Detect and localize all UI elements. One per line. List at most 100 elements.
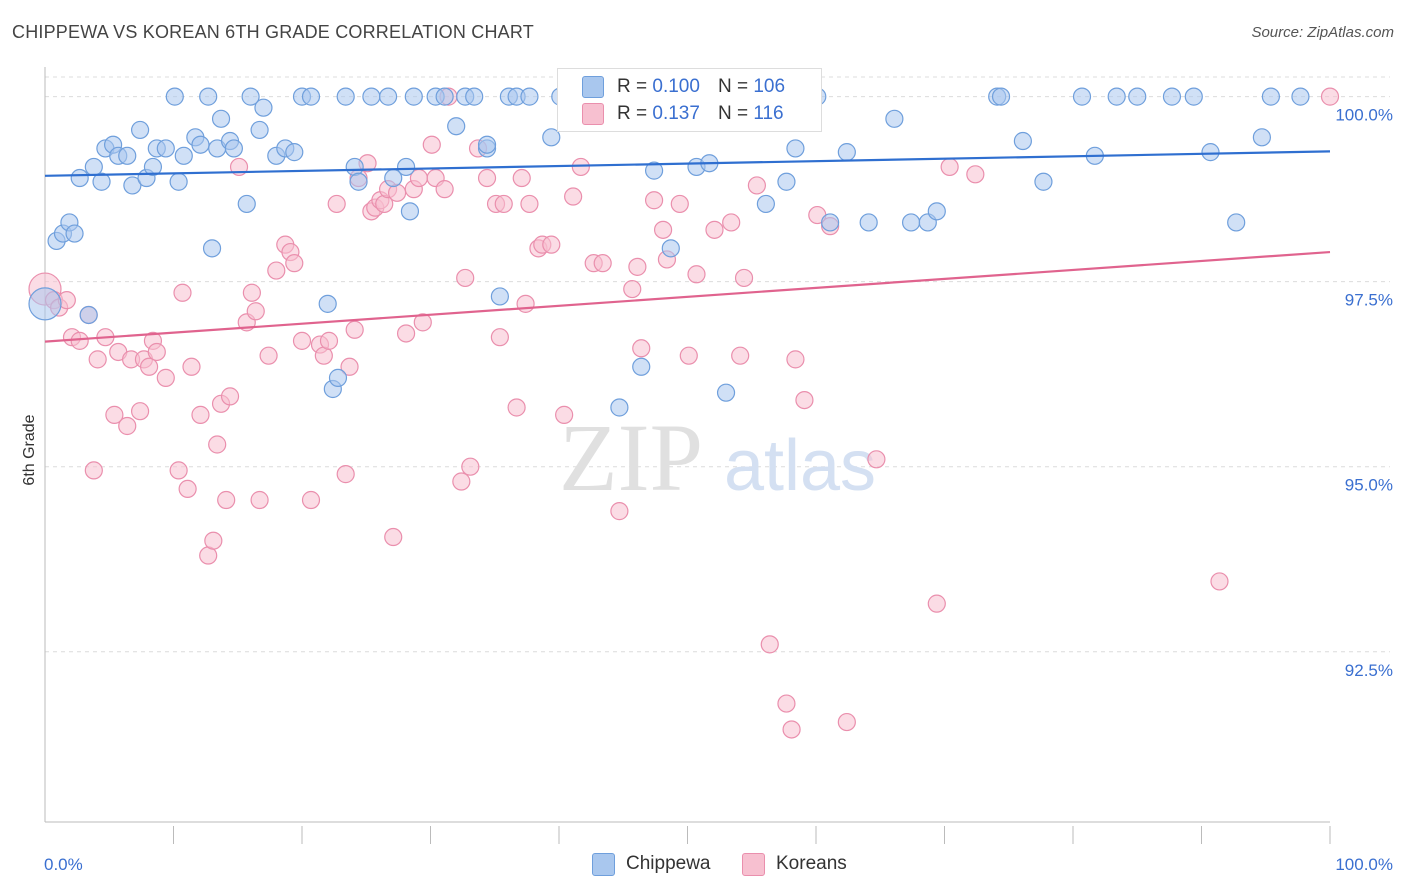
chippewa-point (191, 135, 210, 154)
chippewa-point (241, 87, 260, 106)
koreans-point (105, 405, 124, 424)
legend-r-label: R = (617, 103, 648, 124)
koreans-point (747, 176, 766, 195)
bottom-legend-chippewa[interactable]: Chippewa (592, 852, 711, 876)
chippewa-point (156, 139, 175, 158)
koreans-point (940, 157, 959, 177)
chippewa-point (447, 117, 466, 136)
legend-n-value: 106 (753, 76, 786, 97)
koreans-point (178, 479, 197, 499)
legend-r-label: R = (617, 76, 648, 97)
koreans-point (285, 254, 304, 273)
chippewa-swatch (582, 76, 604, 98)
legend: R = 0.100 N = 106 R = 0.137 N = 116 (557, 68, 822, 132)
koreans-point (687, 265, 706, 284)
chippewa-point (644, 161, 664, 180)
koreans-point (292, 331, 312, 350)
y-axis-label: 6th Grade (21, 414, 38, 486)
chippewa-point (1128, 87, 1147, 106)
koreans-point (555, 405, 574, 424)
koreans-point (512, 168, 531, 188)
bottom-legend-koreans[interactable]: Koreans (742, 852, 847, 876)
x-tick-label: 100.0% (1335, 855, 1393, 874)
koreans-point (494, 194, 513, 214)
trend-lines (44, 150, 1331, 343)
koreans-point (204, 531, 223, 550)
koreans-point (182, 357, 201, 376)
koreans-point (777, 694, 796, 713)
koreans-point (564, 187, 583, 206)
chippewa-point (859, 213, 878, 232)
chippewa-point (885, 109, 904, 128)
chippewa-point (199, 87, 218, 106)
koreans-point (653, 220, 673, 239)
koreans-trend-line (44, 250, 1331, 343)
chippewa-points (28, 87, 1310, 417)
watermark-zip: ZIP (559, 404, 703, 511)
koreans-point (966, 165, 985, 184)
koreans-point (722, 213, 741, 232)
chippewa-point (991, 87, 1011, 106)
chippewa-point (285, 143, 304, 162)
chippewa-point (254, 98, 273, 117)
chippewa-point (378, 87, 398, 106)
chippewa-point (250, 120, 269, 140)
koreans-point (705, 220, 724, 239)
chippewa-point (174, 146, 193, 165)
koreans-point (452, 472, 471, 491)
chippewa-point (328, 368, 348, 387)
koreans-point (1320, 87, 1340, 106)
koreans-point (169, 461, 188, 480)
chippewa-trend-line (44, 150, 1331, 177)
koreans-point (490, 328, 509, 347)
source-label: Source: ZipAtlas.com (1251, 24, 1394, 41)
chippewa-point (1252, 128, 1271, 147)
chippewa-point (65, 224, 84, 243)
legend-row-chippewa: R = 0.100 N = 106 (582, 74, 785, 100)
koreans-point (927, 594, 946, 613)
koreans-swatch (582, 103, 604, 125)
chippewa-point (490, 287, 509, 306)
chippewa-point (927, 202, 946, 221)
chippewa-point (123, 176, 142, 195)
koreans-swatch (742, 852, 765, 876)
koreans-points (28, 87, 1340, 739)
koreans-point (542, 235, 561, 254)
koreans-point (70, 331, 89, 350)
koreans-point (456, 268, 475, 288)
chippewa-point (661, 239, 680, 258)
koreans-point (571, 157, 590, 177)
chippewa-point (435, 87, 454, 106)
koreans-point (340, 357, 359, 376)
chippewa-point (165, 87, 184, 106)
chippewa-point (79, 305, 98, 325)
koreans-point (670, 194, 689, 214)
koreans-point (422, 135, 441, 154)
chippewa-point (1072, 87, 1092, 106)
koreans-point (413, 313, 432, 332)
y-tick-label: 95.0% (1345, 476, 1393, 495)
koreans-point (130, 402, 150, 421)
chippewa-point (92, 172, 111, 191)
legend-row-koreans: R = 0.137 N = 116 (582, 101, 784, 127)
chippewa-point (28, 287, 62, 321)
koreans-point (632, 339, 651, 358)
chippewa-point (301, 87, 321, 106)
koreans-point (610, 502, 629, 521)
chippewa-point (1184, 87, 1203, 106)
x-tick-label: 0.0% (44, 855, 83, 874)
chippewa-point (1162, 87, 1182, 106)
chippewa-point (477, 135, 497, 154)
chippewa-point (362, 87, 381, 106)
y-tick-label: 92.5% (1345, 661, 1393, 680)
chippewa-point (202, 239, 222, 258)
chippewa-point (211, 109, 231, 128)
koreans-point (220, 387, 240, 406)
chippewa-point (1013, 131, 1032, 151)
chippewa-point (1107, 87, 1126, 106)
tick-labels: 100.0% 97.5% 95.0% 92.5% 0.0% 100.0% (44, 106, 1393, 874)
chippewa-point (70, 168, 89, 188)
chippewa-point (901, 213, 921, 232)
chippewa-point (632, 357, 651, 376)
koreans-point (782, 720, 801, 739)
